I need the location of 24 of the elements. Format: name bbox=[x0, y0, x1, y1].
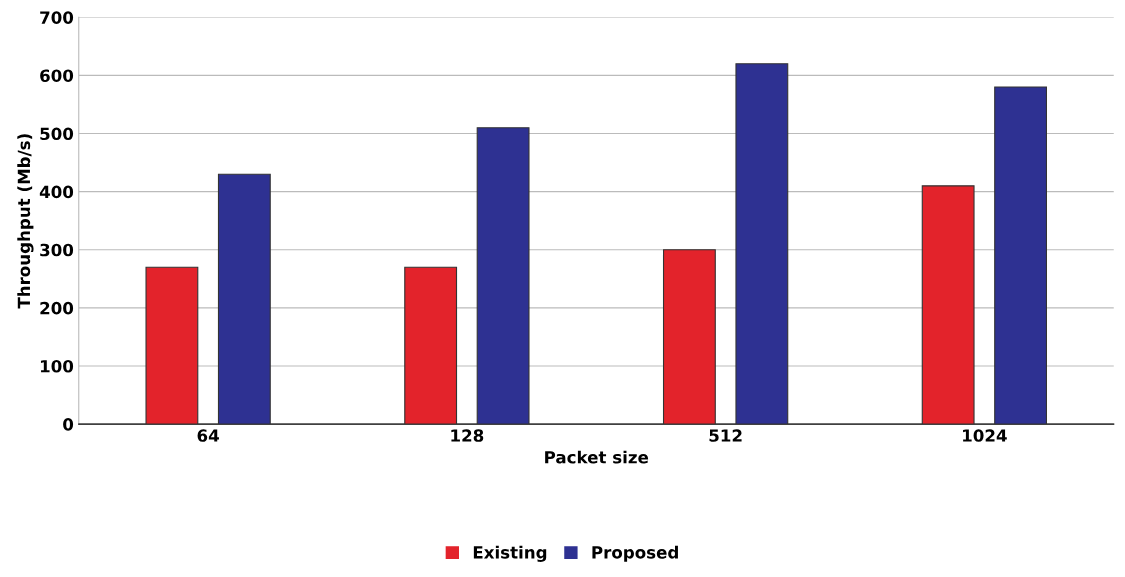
x-axis-title: Packet size bbox=[545, 450, 649, 464]
x-tick-label: 512 bbox=[709, 429, 742, 442]
x-tick-label: 64 bbox=[197, 429, 219, 442]
y-axis-title: Throughput (Mb/s) bbox=[17, 134, 34, 309]
x-tick-label: 1024 bbox=[963, 429, 1007, 442]
y-tick-label: 100 bbox=[40, 359, 74, 373]
bar bbox=[735, 63, 789, 425]
x-tick-label: 128 bbox=[451, 429, 484, 442]
y-tick-label: 300 bbox=[40, 243, 74, 257]
legend-label: Proposed bbox=[592, 545, 678, 562]
legend-label: Existing bbox=[473, 545, 547, 562]
bar bbox=[145, 266, 199, 425]
bar bbox=[921, 185, 975, 425]
y-tick-label: 700 bbox=[40, 11, 74, 24]
y-tick-label: 500 bbox=[40, 127, 74, 141]
y-tick-label: 200 bbox=[40, 301, 74, 315]
bar bbox=[404, 266, 458, 425]
y-tick-label: 0 bbox=[63, 418, 74, 431]
bar bbox=[217, 173, 271, 425]
y-tick-label: 600 bbox=[40, 69, 74, 82]
y-tick-label: 400 bbox=[39, 185, 74, 199]
bar bbox=[662, 249, 716, 425]
bar bbox=[994, 86, 1048, 425]
bar bbox=[476, 127, 530, 425]
